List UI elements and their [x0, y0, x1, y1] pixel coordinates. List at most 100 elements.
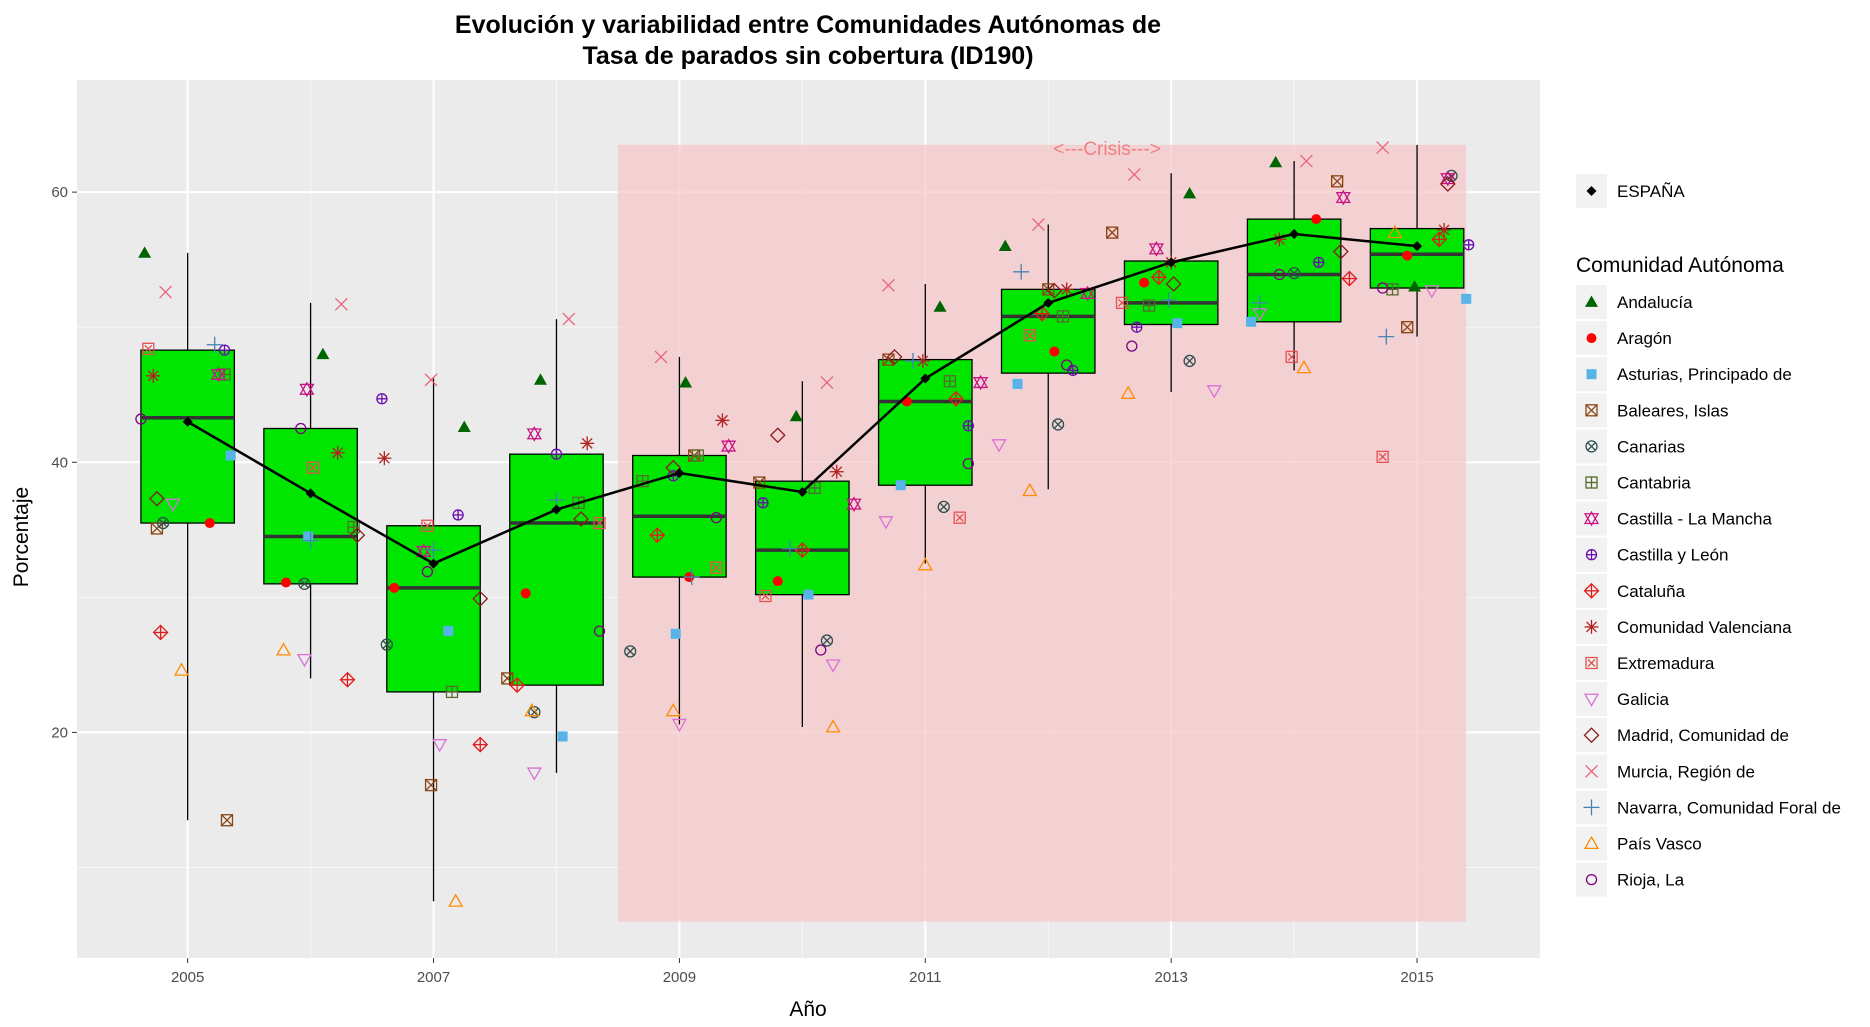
point-madrid-comunidad-de	[1332, 243, 1349, 260]
legend-key	[1583, 799, 1600, 816]
box-2008	[509, 453, 604, 686]
point-madrid-comunidad-de	[472, 590, 489, 607]
legend-label: Aragón	[1617, 329, 1672, 348]
point-pa-s-vasco	[1387, 224, 1403, 239]
point-castilla-la-mancha	[526, 426, 542, 442]
legend-key	[1586, 333, 1597, 344]
point-castilla-y-le-n	[376, 393, 388, 405]
point-rioja-la	[1376, 282, 1389, 294]
point-asturias-principado-de	[1246, 316, 1257, 327]
point-madrid-comunidad-de	[349, 527, 366, 544]
point-castilla-y-le-n	[1463, 239, 1475, 251]
point-castilla-la-mancha	[299, 381, 315, 398]
point-catalu-a	[152, 624, 169, 641]
point-galicia	[1206, 385, 1222, 399]
point-galicia	[991, 439, 1007, 453]
legend-label: Extremadura	[1617, 654, 1715, 673]
legend-label: Murcia, Región de	[1617, 762, 1755, 781]
point-navarra-comunidad-foral-de	[425, 542, 442, 559]
espana-point	[797, 486, 808, 497]
point-navarra-comunidad-foral-de	[1378, 328, 1395, 345]
point-catalu-a	[649, 527, 666, 544]
point-rioja-la	[421, 566, 434, 578]
point-rioja-la	[593, 625, 606, 637]
point-castilla-y-le-n	[452, 509, 464, 521]
point-murcia-regi-n-de	[1127, 168, 1141, 182]
point-madrid-comunidad-de	[1046, 282, 1063, 299]
point-andaluc-a	[998, 239, 1012, 252]
point-castilla-y-le-n	[550, 448, 563, 460]
point-comunidad-valenciana	[1059, 282, 1074, 297]
legend-label: Cantabria	[1617, 474, 1691, 493]
point-castilla-y-le-n	[1067, 364, 1079, 377]
chart-title-line1: Evolución y variabilidad entre Comunidad…	[455, 11, 1161, 39]
point-extremadura	[1376, 450, 1389, 464]
point-asturias-principado-de	[895, 480, 906, 491]
point-castilla-y-le-n	[1313, 256, 1325, 269]
point-rioja-la	[1061, 359, 1073, 371]
point-comunidad-valenciana	[715, 413, 730, 428]
point-navarra-comunidad-foral-de	[1013, 263, 1030, 280]
point-asturias-principado-de	[670, 628, 681, 639]
point-murcia-regi-n-de	[1031, 218, 1045, 231]
espana-point	[1289, 228, 1300, 239]
point-baleares-islas	[1330, 175, 1344, 188]
point-navarra-comunidad-foral-de	[1160, 292, 1177, 309]
point-navarra-comunidad-foral-de	[1251, 294, 1268, 311]
legend-key	[1585, 440, 1598, 453]
legend-label: Galicia	[1617, 690, 1670, 709]
legend-key-bg	[1576, 826, 1607, 861]
point-galicia	[526, 767, 542, 781]
point-canarias	[1183, 354, 1196, 368]
point-rioja-la	[1273, 268, 1286, 281]
point-asturias-principado-de	[443, 626, 454, 637]
legend-key	[1585, 295, 1598, 307]
legend-label: Andalucía	[1617, 293, 1693, 312]
point-baleares-islas	[882, 353, 895, 366]
point-asturias-principado-de	[1172, 318, 1183, 329]
point-murcia-regi-n-de	[820, 376, 834, 390]
point-comunidad-valenciana	[377, 451, 392, 466]
point-galicia	[825, 659, 841, 673]
point-castilla-la-mancha	[210, 366, 227, 383]
point-rioja-la	[1126, 340, 1138, 352]
point-canarias	[624, 645, 637, 658]
point-extremadura	[421, 519, 434, 532]
point-catalu-a	[472, 736, 489, 753]
point-madrid-comunidad-de	[886, 348, 903, 365]
point-asturias-principado-de	[803, 589, 814, 600]
espana-point	[1412, 241, 1423, 252]
point-arag-n	[281, 577, 291, 588]
y-tick-label: 60	[51, 184, 68, 201]
point-arag-n	[1311, 214, 1322, 225]
point-comunidad-valenciana	[330, 445, 345, 460]
x-axis-title: Año	[789, 998, 826, 1021]
x-tick-label: 2005	[171, 969, 204, 986]
espana-point	[1166, 257, 1177, 268]
point-comunidad-valenciana	[1437, 222, 1452, 237]
legend-key-bg	[1576, 682, 1607, 717]
point-andaluc-a	[457, 420, 471, 433]
point-madrid-comunidad-de	[573, 511, 589, 527]
espana-point	[1043, 297, 1054, 308]
point-pa-s-vasco	[1022, 482, 1038, 497]
point-extremadura	[306, 461, 320, 474]
point-andaluc-a	[316, 347, 330, 360]
point-navarra-comunidad-foral-de	[683, 569, 700, 586]
point-murcia-regi-n-de	[424, 373, 438, 387]
point-baleares-islas	[1106, 226, 1119, 239]
point-extremadura	[710, 561, 723, 574]
espana-point	[305, 488, 316, 499]
legend-label: Castilla y León	[1617, 546, 1729, 565]
point-andaluc-a	[533, 373, 547, 385]
point-arag-n	[389, 582, 400, 593]
point-galicia	[432, 739, 448, 753]
point-galicia	[878, 516, 894, 530]
x-tick-label: 2015	[1400, 969, 1433, 986]
legend-key	[1585, 764, 1598, 778]
point-arag-n	[204, 518, 215, 529]
point-cantabria	[1056, 310, 1070, 323]
point-murcia-regi-n-de	[334, 297, 348, 311]
point-comunidad-valenciana	[580, 436, 595, 451]
point-pa-s-vasco	[1120, 385, 1136, 399]
